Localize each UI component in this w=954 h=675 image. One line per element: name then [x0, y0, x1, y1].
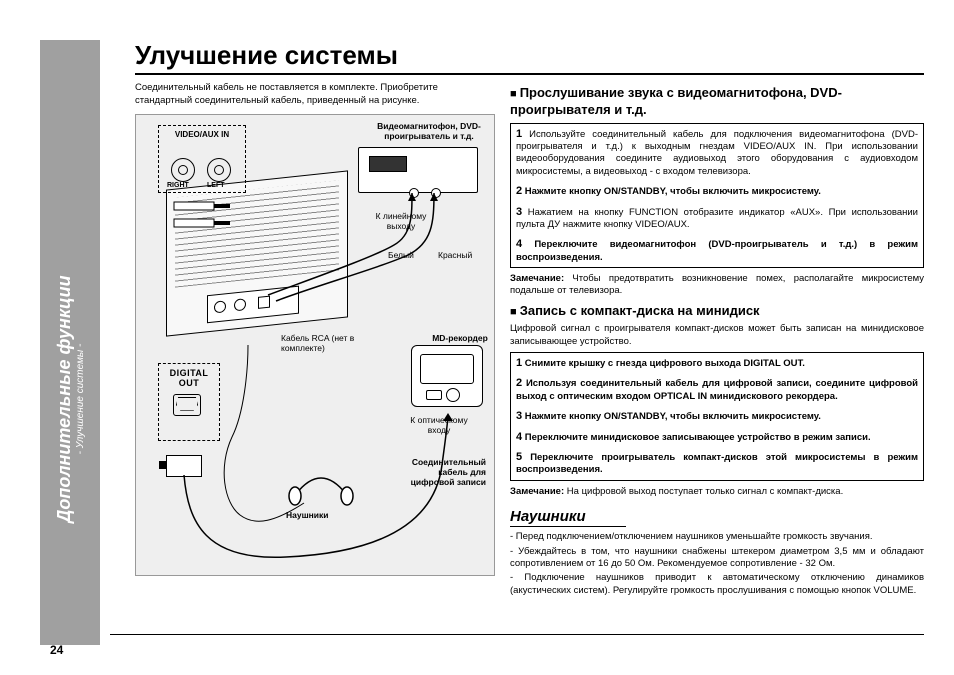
sidebar-title: Дополнительные функции [54, 275, 75, 522]
step2-2: Используя соединительный кабель для цифр… [516, 378, 918, 401]
step2-3: Нажмите кнопку ON/STANDBY, чтобы включит… [525, 411, 821, 422]
page-number: 24 [50, 643, 63, 657]
connection-diagram: Видеомагнитофон, DVD-проигрыватель и т.д… [135, 114, 495, 576]
step2-1: Снимите крышку с гнезда цифрового выхода… [525, 358, 805, 369]
note1: Замечание: Чтобы предотвратить возникнов… [510, 273, 924, 298]
step1-3: Нажатием на кнопку FUNCTION отобразите и… [516, 207, 918, 230]
hp-3: - Подключение наушников приводит к автом… [510, 572, 924, 597]
step2-5: Переключите проигрыватель компакт-дисков… [516, 452, 918, 475]
section1-heading: Прослушивание звука с видеомагнитофона, … [510, 85, 924, 119]
sidebar-subtitle: - Улучшение системы - [75, 275, 86, 522]
note2: Замечание: На цифровой выход поступает т… [510, 486, 924, 498]
title-rule [135, 73, 924, 75]
section2-intro: Цифровой сигнал с проигрывателя компакт-… [510, 323, 924, 348]
sidebar: Дополнительные функции - Улучшение систе… [40, 40, 100, 645]
step1-2: Нажмите кнопку ON/STANDBY, чтобы включит… [525, 186, 821, 197]
step2-4: Переключите минидисковое записывающее ус… [525, 432, 871, 443]
section3-heading: Наушники [510, 507, 626, 528]
step1-1: Используйте соединительный кабель для по… [516, 129, 918, 177]
hp-2: - Убеждайтесь в том, что наушники снабже… [510, 546, 924, 571]
bottom-rule [110, 634, 924, 635]
hp-1: - Перед подключением/отключением наушник… [510, 531, 924, 543]
step1-4: Переключите видеомагнитофон (DVD-проигры… [516, 239, 918, 262]
section1-steps: 1 Используйте соединительный кабель для … [510, 123, 924, 268]
section2-heading: Запись с компакт-диска на минидиск [510, 303, 924, 320]
section2-steps: 1 Снимите крышку с гнезда цифрового выхо… [510, 352, 924, 480]
page-title: Улучшение системы [135, 40, 924, 71]
intro-text: Соединительный кабель не поставляется в … [135, 81, 495, 108]
